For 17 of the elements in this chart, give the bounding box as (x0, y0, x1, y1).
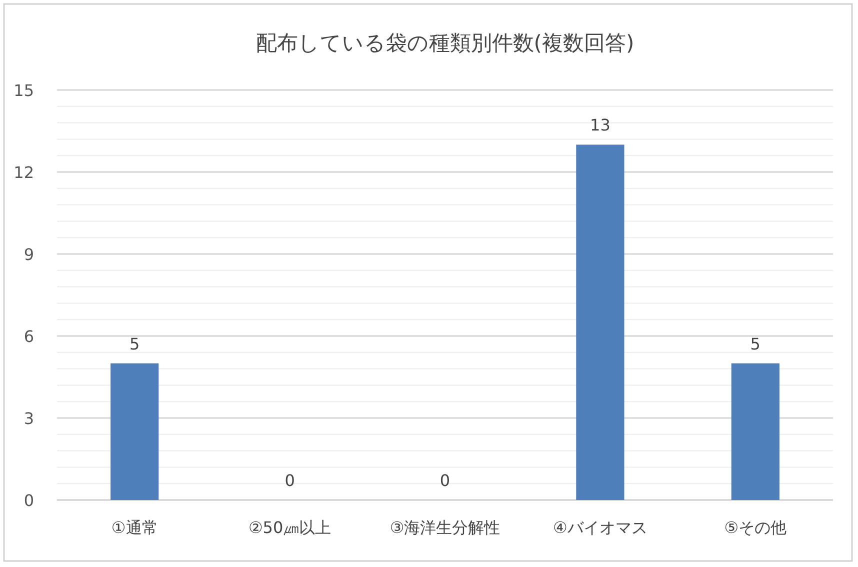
x-tick-label: ④バイオマス (553, 518, 648, 537)
data-label: 0 (440, 471, 450, 490)
data-label: 0 (284, 471, 295, 490)
y-tick-label: 12 (14, 163, 34, 182)
x-tick-label: ①通常 (111, 518, 158, 537)
x-tick-label: ③海洋生分解性 (390, 518, 500, 537)
x-tick-label: ②50㎛以上 (248, 518, 332, 537)
chart-title: 配布している袋の種類別件数(複数回答) (256, 31, 634, 55)
y-tick-label: 0 (24, 491, 34, 510)
data-label: 5 (750, 334, 760, 354)
x-tick-label: ⑤その他 (724, 518, 787, 537)
y-tick-label: 3 (24, 409, 34, 428)
y-tick-label: 15 (14, 81, 34, 100)
y-tick-label: 6 (24, 327, 34, 346)
data-label: 5 (130, 334, 140, 354)
y-tick-label: 9 (24, 245, 34, 264)
data-label: 13 (590, 116, 610, 135)
